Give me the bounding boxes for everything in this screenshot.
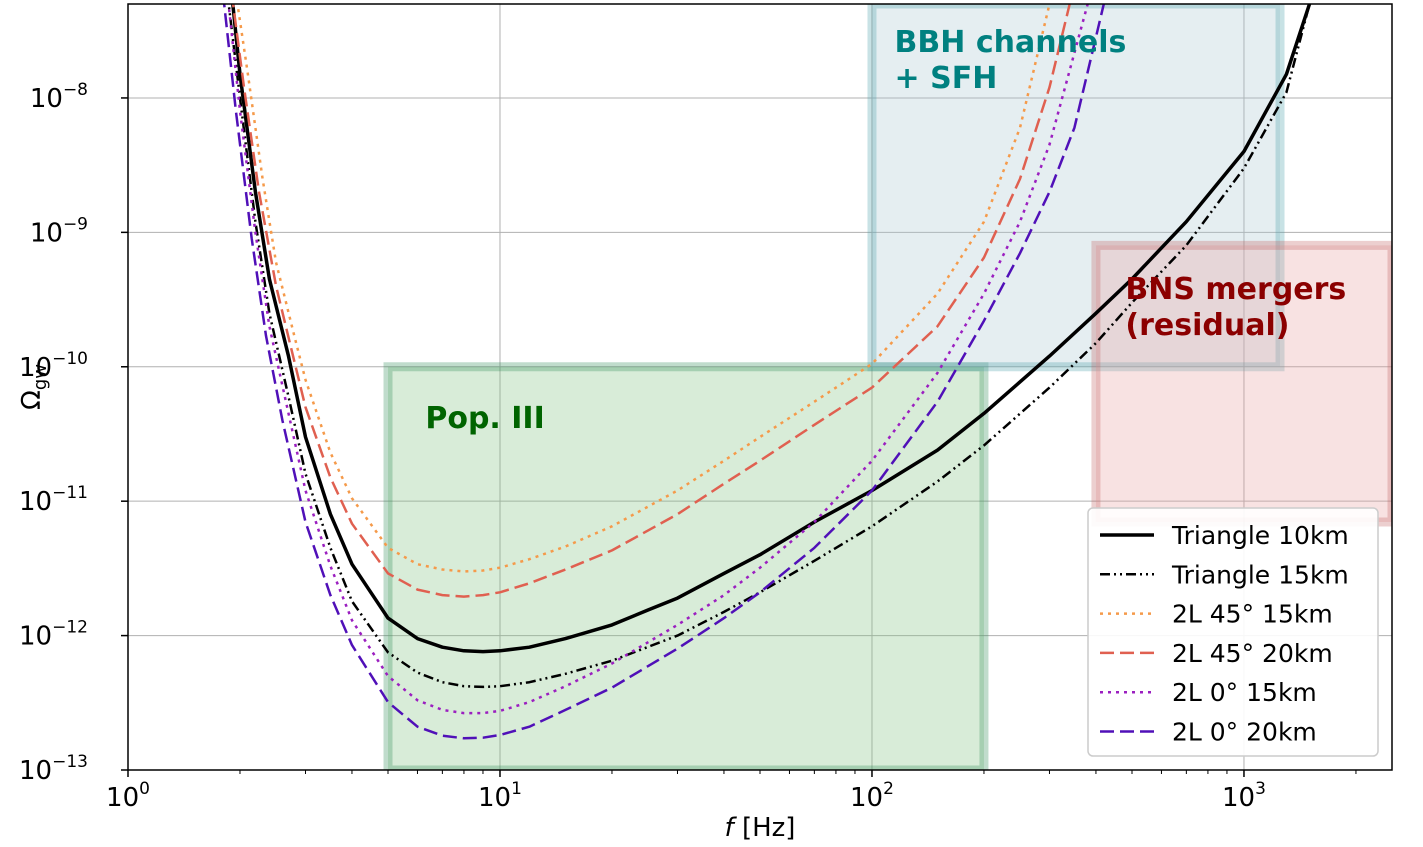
x-tick-label: 101 [478, 779, 522, 813]
region-layer [383, 4, 1392, 770]
legend-label-3: 2L 45° 20km [1172, 639, 1333, 668]
y-axis-label: Ωgw [17, 364, 51, 410]
legend-label-1: Triangle 15km [1171, 560, 1349, 589]
x-tick-label: 100 [106, 779, 150, 813]
legend-label-4: 2L 0° 15km [1172, 678, 1317, 707]
region-1 [867, 4, 1285, 372]
y-tick-label: 10−10 [19, 349, 88, 383]
series-line-3 [231, 4, 1071, 598]
x-tick-label: 102 [850, 779, 894, 813]
series-line-1 [227, 4, 1311, 689]
y-tick-label: 10−13 [19, 752, 88, 786]
legend-box [1087, 507, 1379, 757]
legend-label-0: Triangle 10km [1171, 521, 1349, 550]
region-0 [383, 362, 989, 770]
y-tick-label: 10−11 [19, 483, 88, 517]
x-tick-label: 103 [1222, 779, 1266, 813]
series-line-2 [236, 4, 1051, 573]
legend: Triangle 10km Triangle 15km 2L 45° 15km 2L … [1087, 507, 1379, 757]
region-label-0: Pop. III [425, 401, 544, 436]
series-line-0 [231, 4, 1312, 654]
series-line-5 [222, 4, 1106, 740]
region-label-1: BBH channels + SFH [895, 25, 1127, 96]
legend-label-2: 2L 45° 15km [1172, 600, 1333, 629]
tick-layer: 100 101 102 103 10−13 10−12 10−11 10−10 10−9 10−8 [19, 80, 1357, 813]
y-tick-label: 10−9 [30, 214, 88, 248]
legend-label-5: 2L 0° 20km [1172, 718, 1317, 747]
region-label-layer: Pop. III BBH channels + SFH BNS mergers (res… [425, 25, 1346, 436]
region-label-2: BNS mergers (residual) [1125, 272, 1346, 343]
series-layer [222, 4, 1312, 740]
x-axis-label: f [Hz] [725, 813, 796, 843]
y-tick-label: 10−12 [19, 618, 88, 652]
y-tick-label: 10−8 [30, 80, 88, 114]
